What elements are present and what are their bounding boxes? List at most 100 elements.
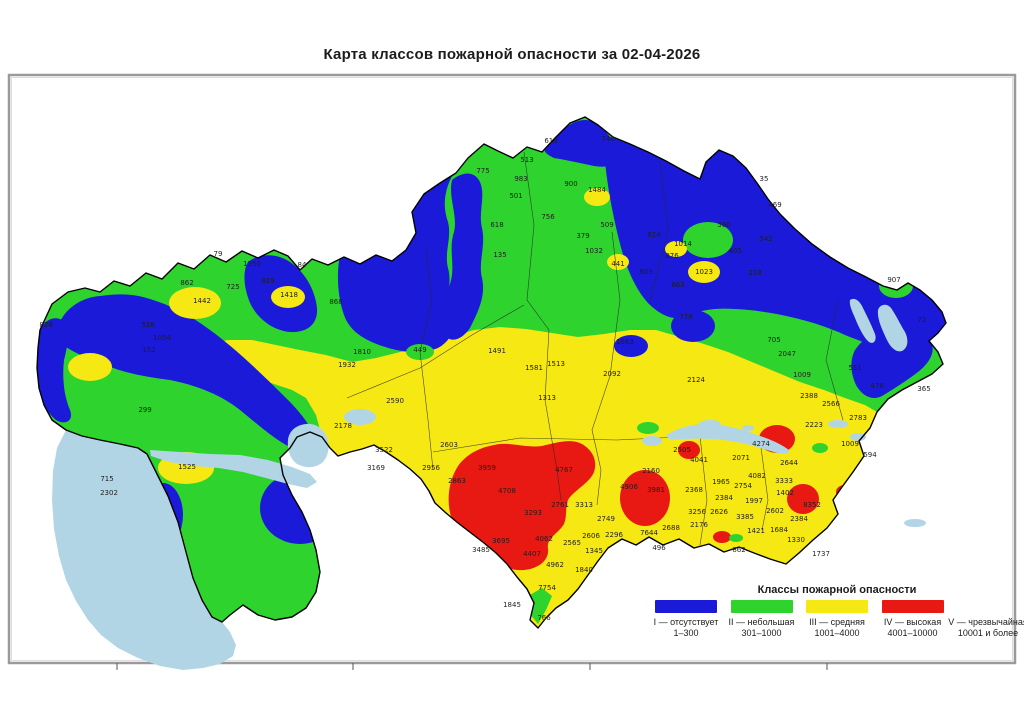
map-value-label: 983 — [514, 175, 527, 183]
map-value-label: 135 — [493, 251, 506, 259]
class1-swatch — [655, 600, 717, 613]
map-value-label: 1009 — [841, 440, 859, 448]
class5-label: V — чрезвычайная — [948, 617, 1024, 627]
map-value-label: 775 — [476, 167, 489, 175]
class2-range: 301–1000 — [741, 628, 782, 639]
map-value-label: 8352 — [803, 501, 821, 509]
map-value-label: 715 — [100, 475, 113, 483]
map-value-label: 907 — [887, 276, 900, 284]
map-value-label: 1491 — [488, 347, 506, 355]
map-value-label: 2603 — [440, 441, 458, 449]
map-value-label: 618 — [490, 221, 503, 229]
map-value-label: 1737 — [812, 550, 830, 558]
class2-label: II — небольшая — [728, 617, 795, 627]
map-value-label: 1484 — [588, 186, 606, 194]
legend-class-5: V — чрезвычайная 10001 и более — [948, 600, 1024, 640]
map-value-label: 2505 — [673, 446, 691, 454]
map-value-label: 1513 — [547, 360, 565, 368]
class4-range: 4001–10000 — [887, 628, 938, 639]
map-value-label: 1840 — [575, 566, 593, 574]
map-value-label: 1054 — [153, 334, 171, 342]
map-value-label: 2956 — [422, 464, 440, 472]
map-value-label: 1442 — [193, 297, 211, 305]
lake-sasykkol — [828, 420, 848, 428]
map-value-label: 2384 — [790, 515, 808, 523]
map-value-label: 1525 — [178, 463, 196, 471]
map-value-label: 2178 — [334, 422, 352, 430]
map-value-label: 2223 — [805, 421, 823, 429]
map-value-label: 740 — [601, 135, 614, 143]
map-value-label: 2606 — [582, 532, 600, 540]
legend-class-1: I — отсутствует 1–300 — [650, 600, 722, 640]
legend-class-2: II — небольшая 301–1000 — [726, 600, 798, 640]
map-value-label: 441 — [611, 260, 624, 268]
map-value-label: 469 — [768, 201, 781, 209]
map-value-label: 3522 — [375, 446, 393, 454]
map-value-label: 900 — [564, 180, 577, 188]
map-value-label: 379 — [576, 232, 589, 240]
legend: Классы пожарной опасности I — отсутствуе… — [650, 584, 1024, 640]
map-value-label: 560 — [717, 221, 730, 229]
map-value-label: 1014 — [674, 240, 692, 248]
class5-range: 10001 и более — [957, 628, 1019, 639]
map-value-label: 756 — [541, 213, 555, 221]
zone-class2-west-lobe — [37, 366, 322, 622]
value-labels: 79 1350 84 862 725 829 1442 1418 868 528 828 1054 15… — [39, 135, 930, 622]
map-value-label: 7754 — [538, 584, 556, 592]
map-value-label: 1402 — [776, 489, 794, 497]
map-value-label: 2302 — [100, 489, 118, 497]
class4-swatch — [881, 600, 944, 613]
map-value-label: 2092 — [603, 370, 621, 378]
legend-title: Классы пожарной опасности — [757, 584, 917, 596]
map-value-label: 4407 — [523, 550, 541, 558]
map-value-label: 3313 — [575, 501, 593, 509]
aral-sea — [287, 423, 329, 468]
map-value-label: 2590 — [386, 397, 404, 405]
map-value-label: 594 — [863, 451, 877, 459]
map-value-label: 7644 — [640, 529, 658, 537]
map-value-label: 1023 — [695, 268, 713, 276]
map-value-label: 1810 — [353, 348, 371, 356]
map-value-label: 405 — [728, 247, 741, 255]
map-value-label: 3959 — [478, 464, 496, 472]
map-value-label: 4962 — [546, 561, 564, 569]
map-value-label: 603 — [639, 268, 652, 276]
small-lake — [642, 436, 662, 446]
map-value-label: 2296 — [605, 531, 623, 539]
legend-class-4: IV — высокая 4001–10000 — [877, 600, 949, 640]
water-bodies — [52, 298, 926, 670]
map-value-label: 3485 — [472, 546, 490, 554]
map-value-label: 2565 — [563, 539, 581, 547]
map-value-label: 218 — [748, 269, 761, 277]
map-value-label: 4062 — [535, 535, 553, 543]
map-value-label: 1313 — [538, 394, 556, 402]
map-value-label: 862 — [180, 279, 193, 287]
map-value-label: 509 — [600, 221, 613, 229]
map-value-label: 1421 — [747, 527, 765, 535]
map-value-label: 449 — [413, 346, 426, 354]
map-value-label: 4708 — [498, 487, 516, 495]
map-value-label: 2644 — [780, 459, 798, 467]
map-value-label: 828 — [39, 321, 52, 329]
map-value-label: 876 — [665, 252, 679, 260]
map-value-label: 725 — [226, 283, 239, 291]
map-value-label: 1350 — [243, 260, 261, 268]
small-lake — [904, 519, 926, 527]
map-value-label: 1581 — [525, 364, 543, 372]
map-value-label: 1997 — [745, 497, 763, 505]
map-value-label: 551 — [848, 364, 861, 372]
map-value-label: 1845 — [503, 601, 521, 609]
map-value-label: 3695 — [492, 537, 510, 545]
map-value-label: 824 — [647, 231, 661, 239]
caspian-sea — [52, 430, 236, 670]
map-value-label: 299 — [138, 406, 151, 414]
map-value-label: 2761 — [551, 501, 569, 509]
map-value-label: 2566 — [822, 400, 840, 408]
map-value-label: 778 — [679, 313, 692, 321]
map-value-label: 2388 — [800, 392, 818, 400]
class2-swatch — [730, 600, 793, 613]
map-value-label: 4041 — [690, 456, 708, 464]
map-value-label: 829 — [261, 277, 274, 285]
